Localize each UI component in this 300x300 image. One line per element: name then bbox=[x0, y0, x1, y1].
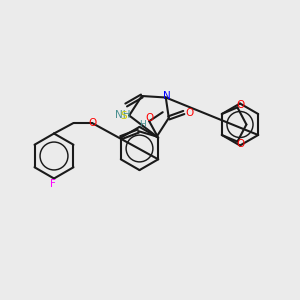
Text: O: O bbox=[236, 100, 244, 110]
Text: F: F bbox=[50, 179, 56, 189]
Text: O: O bbox=[236, 139, 244, 149]
Text: O: O bbox=[145, 112, 153, 123]
Text: O: O bbox=[88, 118, 96, 128]
Text: S: S bbox=[121, 110, 127, 121]
Text: N: N bbox=[164, 91, 171, 101]
Text: NH: NH bbox=[115, 110, 130, 121]
Text: O: O bbox=[185, 107, 193, 118]
Text: H: H bbox=[139, 120, 146, 129]
